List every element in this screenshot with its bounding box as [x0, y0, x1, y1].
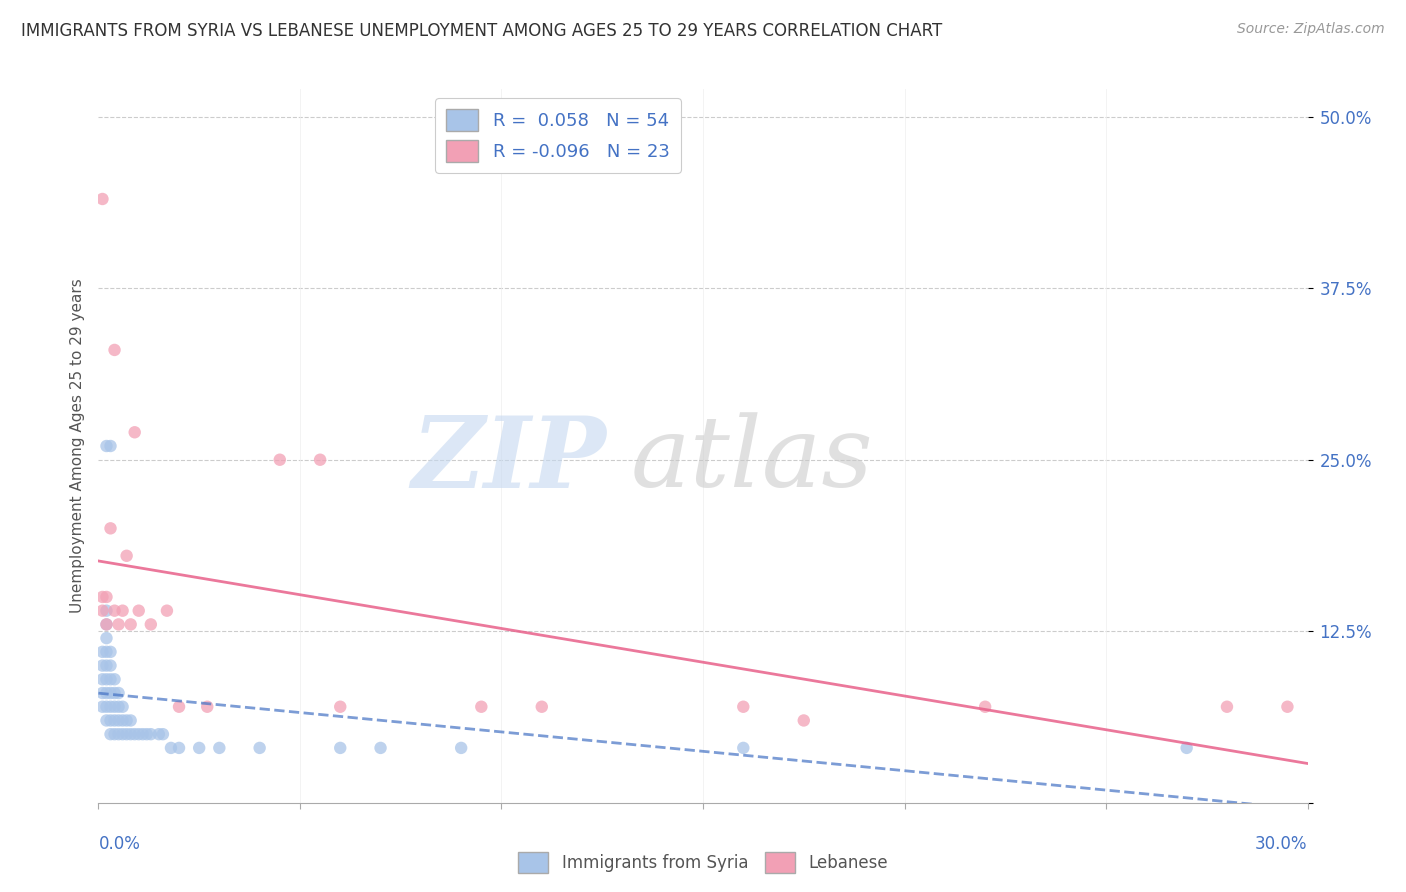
Point — [152, 727, 174, 741]
Point — [103, 604, 125, 618]
Point — [156, 604, 179, 618]
Point — [160, 740, 183, 755]
Point — [91, 192, 114, 206]
Point — [1216, 699, 1239, 714]
Point — [100, 645, 122, 659]
Point — [128, 604, 150, 618]
Point — [128, 727, 150, 741]
Point — [1175, 740, 1198, 755]
Point — [370, 740, 392, 755]
Point — [96, 686, 118, 700]
Point — [120, 714, 142, 728]
Point — [530, 699, 553, 714]
Point — [91, 645, 114, 659]
Point — [103, 699, 125, 714]
Text: Source: ZipAtlas.com: Source: ZipAtlas.com — [1237, 22, 1385, 37]
Point — [733, 740, 755, 755]
Point — [167, 699, 190, 714]
Point — [96, 658, 118, 673]
Point — [96, 617, 118, 632]
Text: 30.0%: 30.0% — [1256, 835, 1308, 853]
Point — [309, 452, 332, 467]
Point — [135, 727, 157, 741]
Point — [470, 699, 492, 714]
Point — [103, 686, 125, 700]
Point — [793, 714, 815, 728]
Point — [124, 425, 146, 440]
Point — [329, 740, 352, 755]
Point — [96, 714, 118, 728]
Point — [96, 699, 118, 714]
Point — [111, 714, 134, 728]
Point — [107, 727, 129, 741]
Point — [91, 658, 114, 673]
Point — [96, 673, 118, 687]
Point — [91, 673, 114, 687]
Point — [96, 645, 118, 659]
Point — [107, 699, 129, 714]
Point — [100, 521, 122, 535]
Point — [100, 686, 122, 700]
Point — [96, 631, 118, 645]
Point — [139, 617, 162, 632]
Point — [148, 727, 170, 741]
Point — [91, 604, 114, 618]
Point — [974, 699, 997, 714]
Point — [111, 604, 134, 618]
Point — [120, 617, 142, 632]
Point — [195, 699, 218, 714]
Point — [111, 699, 134, 714]
Point — [100, 658, 122, 673]
Point — [103, 714, 125, 728]
Point — [103, 343, 125, 357]
Point — [124, 727, 146, 741]
Point — [1277, 699, 1299, 714]
Point — [132, 727, 155, 741]
Point — [96, 590, 118, 604]
Point — [139, 727, 162, 741]
Point — [208, 740, 231, 755]
Point — [91, 686, 114, 700]
Point — [167, 740, 190, 755]
Point — [96, 604, 118, 618]
Point — [96, 617, 118, 632]
Point — [269, 452, 291, 467]
Point — [188, 740, 211, 755]
Text: atlas: atlas — [630, 413, 873, 508]
Point — [100, 439, 122, 453]
Point — [107, 617, 129, 632]
Y-axis label: Unemployment Among Ages 25 to 29 years: Unemployment Among Ages 25 to 29 years — [69, 278, 84, 614]
Text: IMMIGRANTS FROM SYRIA VS LEBANESE UNEMPLOYMENT AMONG AGES 25 TO 29 YEARS CORRELA: IMMIGRANTS FROM SYRIA VS LEBANESE UNEMPL… — [21, 22, 942, 40]
Point — [111, 727, 134, 741]
Point — [103, 727, 125, 741]
Point — [91, 590, 114, 604]
Point — [249, 740, 271, 755]
Point — [120, 727, 142, 741]
Point — [115, 727, 138, 741]
Point — [100, 714, 122, 728]
Point — [96, 439, 118, 453]
Point — [115, 714, 138, 728]
Text: ZIP: ZIP — [412, 412, 606, 508]
Point — [329, 699, 352, 714]
Point — [107, 686, 129, 700]
Point — [450, 740, 472, 755]
Point — [103, 673, 125, 687]
Text: 0.0%: 0.0% — [98, 835, 141, 853]
Point — [100, 727, 122, 741]
Point — [100, 699, 122, 714]
Point — [100, 673, 122, 687]
Legend: R =  0.058   N = 54, R = -0.096   N = 23: R = 0.058 N = 54, R = -0.096 N = 23 — [436, 98, 681, 173]
Legend: Immigrants from Syria, Lebanese: Immigrants from Syria, Lebanese — [512, 846, 894, 880]
Point — [115, 549, 138, 563]
Point — [733, 699, 755, 714]
Point — [91, 699, 114, 714]
Point — [107, 714, 129, 728]
